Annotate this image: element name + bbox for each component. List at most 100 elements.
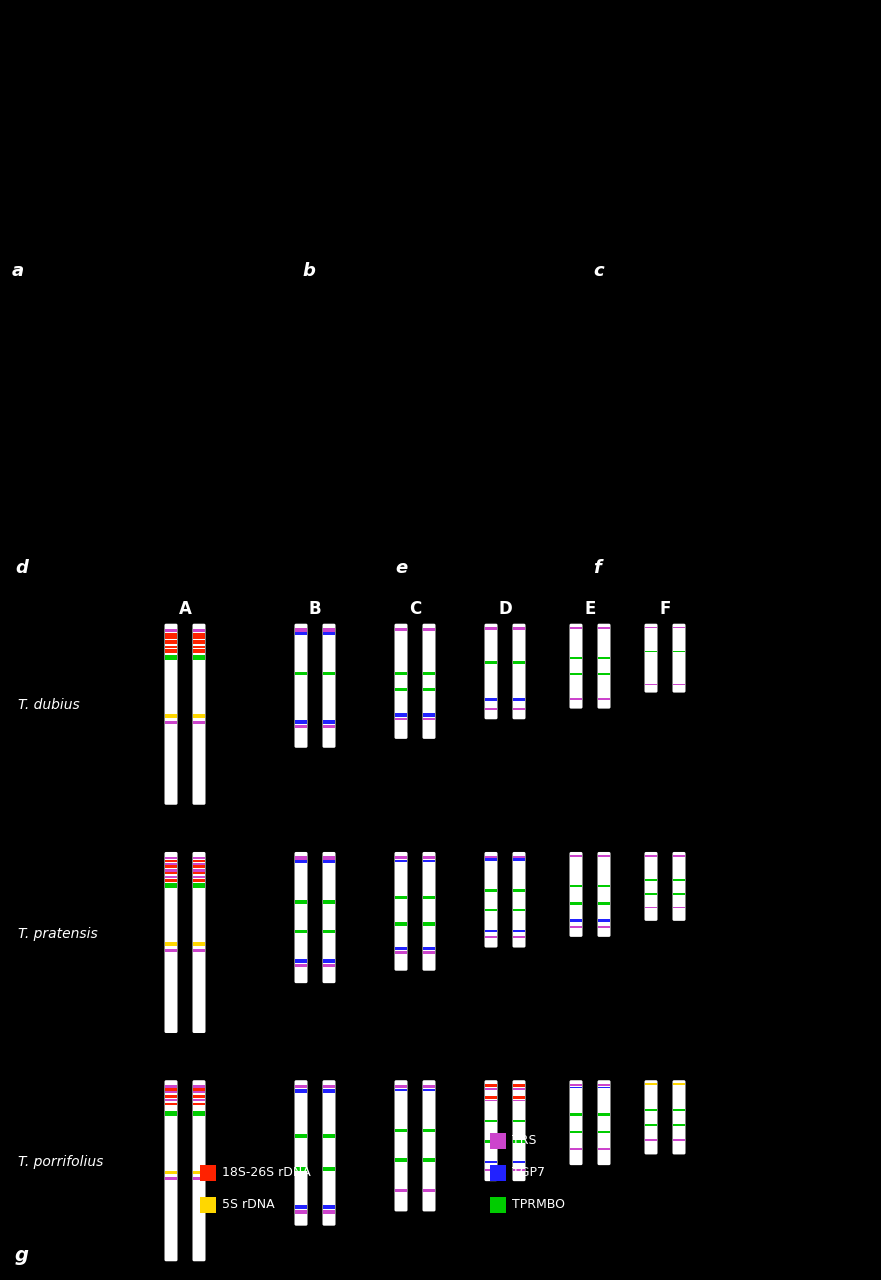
Bar — [673, 684, 685, 685]
FancyBboxPatch shape — [672, 623, 685, 692]
Bar — [513, 660, 525, 663]
Text: D: D — [498, 600, 512, 618]
Bar — [165, 863, 177, 865]
Bar — [193, 1092, 205, 1093]
Bar — [295, 672, 307, 676]
Text: TRS: TRS — [512, 1134, 537, 1147]
Bar — [395, 856, 407, 859]
FancyBboxPatch shape — [672, 1080, 685, 1155]
Bar — [165, 1092, 177, 1093]
Bar — [395, 1084, 407, 1088]
Bar — [673, 906, 685, 909]
Text: TPRMBO: TPRMBO — [512, 1198, 565, 1211]
Text: T. dubius: T. dubius — [18, 699, 80, 713]
Bar — [295, 1211, 307, 1213]
Bar — [323, 900, 335, 904]
Bar — [673, 1110, 685, 1111]
Bar — [485, 936, 497, 938]
Bar — [598, 1087, 610, 1088]
Bar — [513, 855, 525, 858]
Bar — [193, 634, 205, 639]
Bar — [598, 698, 610, 700]
Bar — [423, 1158, 435, 1162]
Bar — [513, 1161, 525, 1164]
Bar — [673, 879, 685, 881]
Bar — [485, 1161, 497, 1164]
Bar — [423, 713, 435, 717]
Bar — [165, 856, 177, 859]
FancyBboxPatch shape — [485, 623, 498, 719]
Bar — [513, 936, 525, 938]
Bar — [165, 645, 177, 648]
Bar — [598, 855, 610, 858]
Bar — [193, 883, 205, 888]
Bar — [165, 721, 177, 723]
Bar — [165, 714, 177, 718]
FancyBboxPatch shape — [193, 1080, 205, 1261]
Bar — [165, 1103, 177, 1105]
Bar — [165, 640, 177, 644]
Bar — [645, 855, 657, 856]
Bar — [570, 855, 582, 858]
Bar — [513, 1084, 525, 1087]
Bar — [598, 902, 610, 905]
FancyBboxPatch shape — [165, 1080, 177, 1261]
FancyBboxPatch shape — [569, 623, 582, 709]
Bar — [323, 856, 335, 860]
Bar — [193, 869, 205, 872]
FancyBboxPatch shape — [485, 1080, 498, 1181]
FancyBboxPatch shape — [193, 623, 205, 805]
Bar — [598, 657, 610, 659]
Bar — [423, 923, 435, 925]
Bar — [570, 1114, 582, 1116]
FancyBboxPatch shape — [294, 623, 307, 748]
FancyBboxPatch shape — [322, 1080, 336, 1226]
Bar — [570, 902, 582, 905]
FancyBboxPatch shape — [597, 852, 611, 937]
Bar — [193, 863, 205, 865]
Bar — [485, 698, 497, 700]
Bar — [645, 1110, 657, 1111]
Bar — [395, 1129, 407, 1133]
Bar — [193, 628, 205, 632]
Bar — [513, 708, 525, 709]
Bar — [570, 1087, 582, 1088]
Bar — [673, 650, 685, 653]
Bar — [193, 865, 205, 868]
Bar — [423, 1089, 435, 1092]
FancyBboxPatch shape — [645, 852, 657, 920]
Text: C: C — [409, 600, 421, 618]
FancyBboxPatch shape — [294, 1080, 307, 1226]
Bar — [423, 860, 435, 863]
Bar — [645, 684, 657, 685]
FancyBboxPatch shape — [569, 852, 582, 937]
FancyBboxPatch shape — [423, 852, 435, 970]
Bar — [673, 892, 685, 895]
Bar — [193, 1088, 205, 1091]
Bar — [323, 959, 335, 963]
Bar — [395, 1089, 407, 1092]
FancyBboxPatch shape — [423, 1080, 435, 1211]
Bar — [165, 883, 177, 888]
Bar — [395, 627, 407, 631]
Bar — [200, 1165, 216, 1181]
FancyBboxPatch shape — [322, 852, 336, 983]
Bar — [513, 1120, 525, 1123]
Bar — [423, 718, 435, 721]
Bar — [395, 951, 407, 954]
Bar — [513, 627, 525, 630]
Bar — [295, 1134, 307, 1138]
Bar — [395, 860, 407, 863]
Bar — [165, 1111, 177, 1116]
Bar — [323, 860, 335, 863]
Bar — [673, 1124, 685, 1126]
Bar — [570, 884, 582, 887]
Bar — [395, 1189, 407, 1192]
Bar — [513, 859, 525, 860]
Bar — [645, 1124, 657, 1126]
Bar — [395, 947, 407, 950]
FancyBboxPatch shape — [294, 852, 307, 983]
FancyBboxPatch shape — [165, 852, 177, 1033]
Bar — [395, 672, 407, 675]
Bar — [323, 672, 335, 676]
